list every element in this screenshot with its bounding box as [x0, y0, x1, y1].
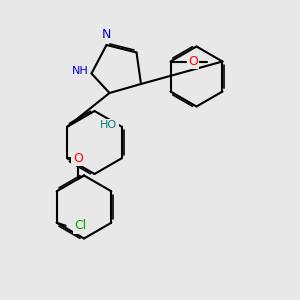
- Text: O: O: [188, 55, 198, 68]
- Text: HO: HO: [100, 120, 117, 130]
- Text: N: N: [102, 28, 111, 41]
- Text: Cl: Cl: [74, 219, 86, 232]
- Text: NH: NH: [72, 65, 88, 76]
- Text: O: O: [73, 152, 83, 165]
